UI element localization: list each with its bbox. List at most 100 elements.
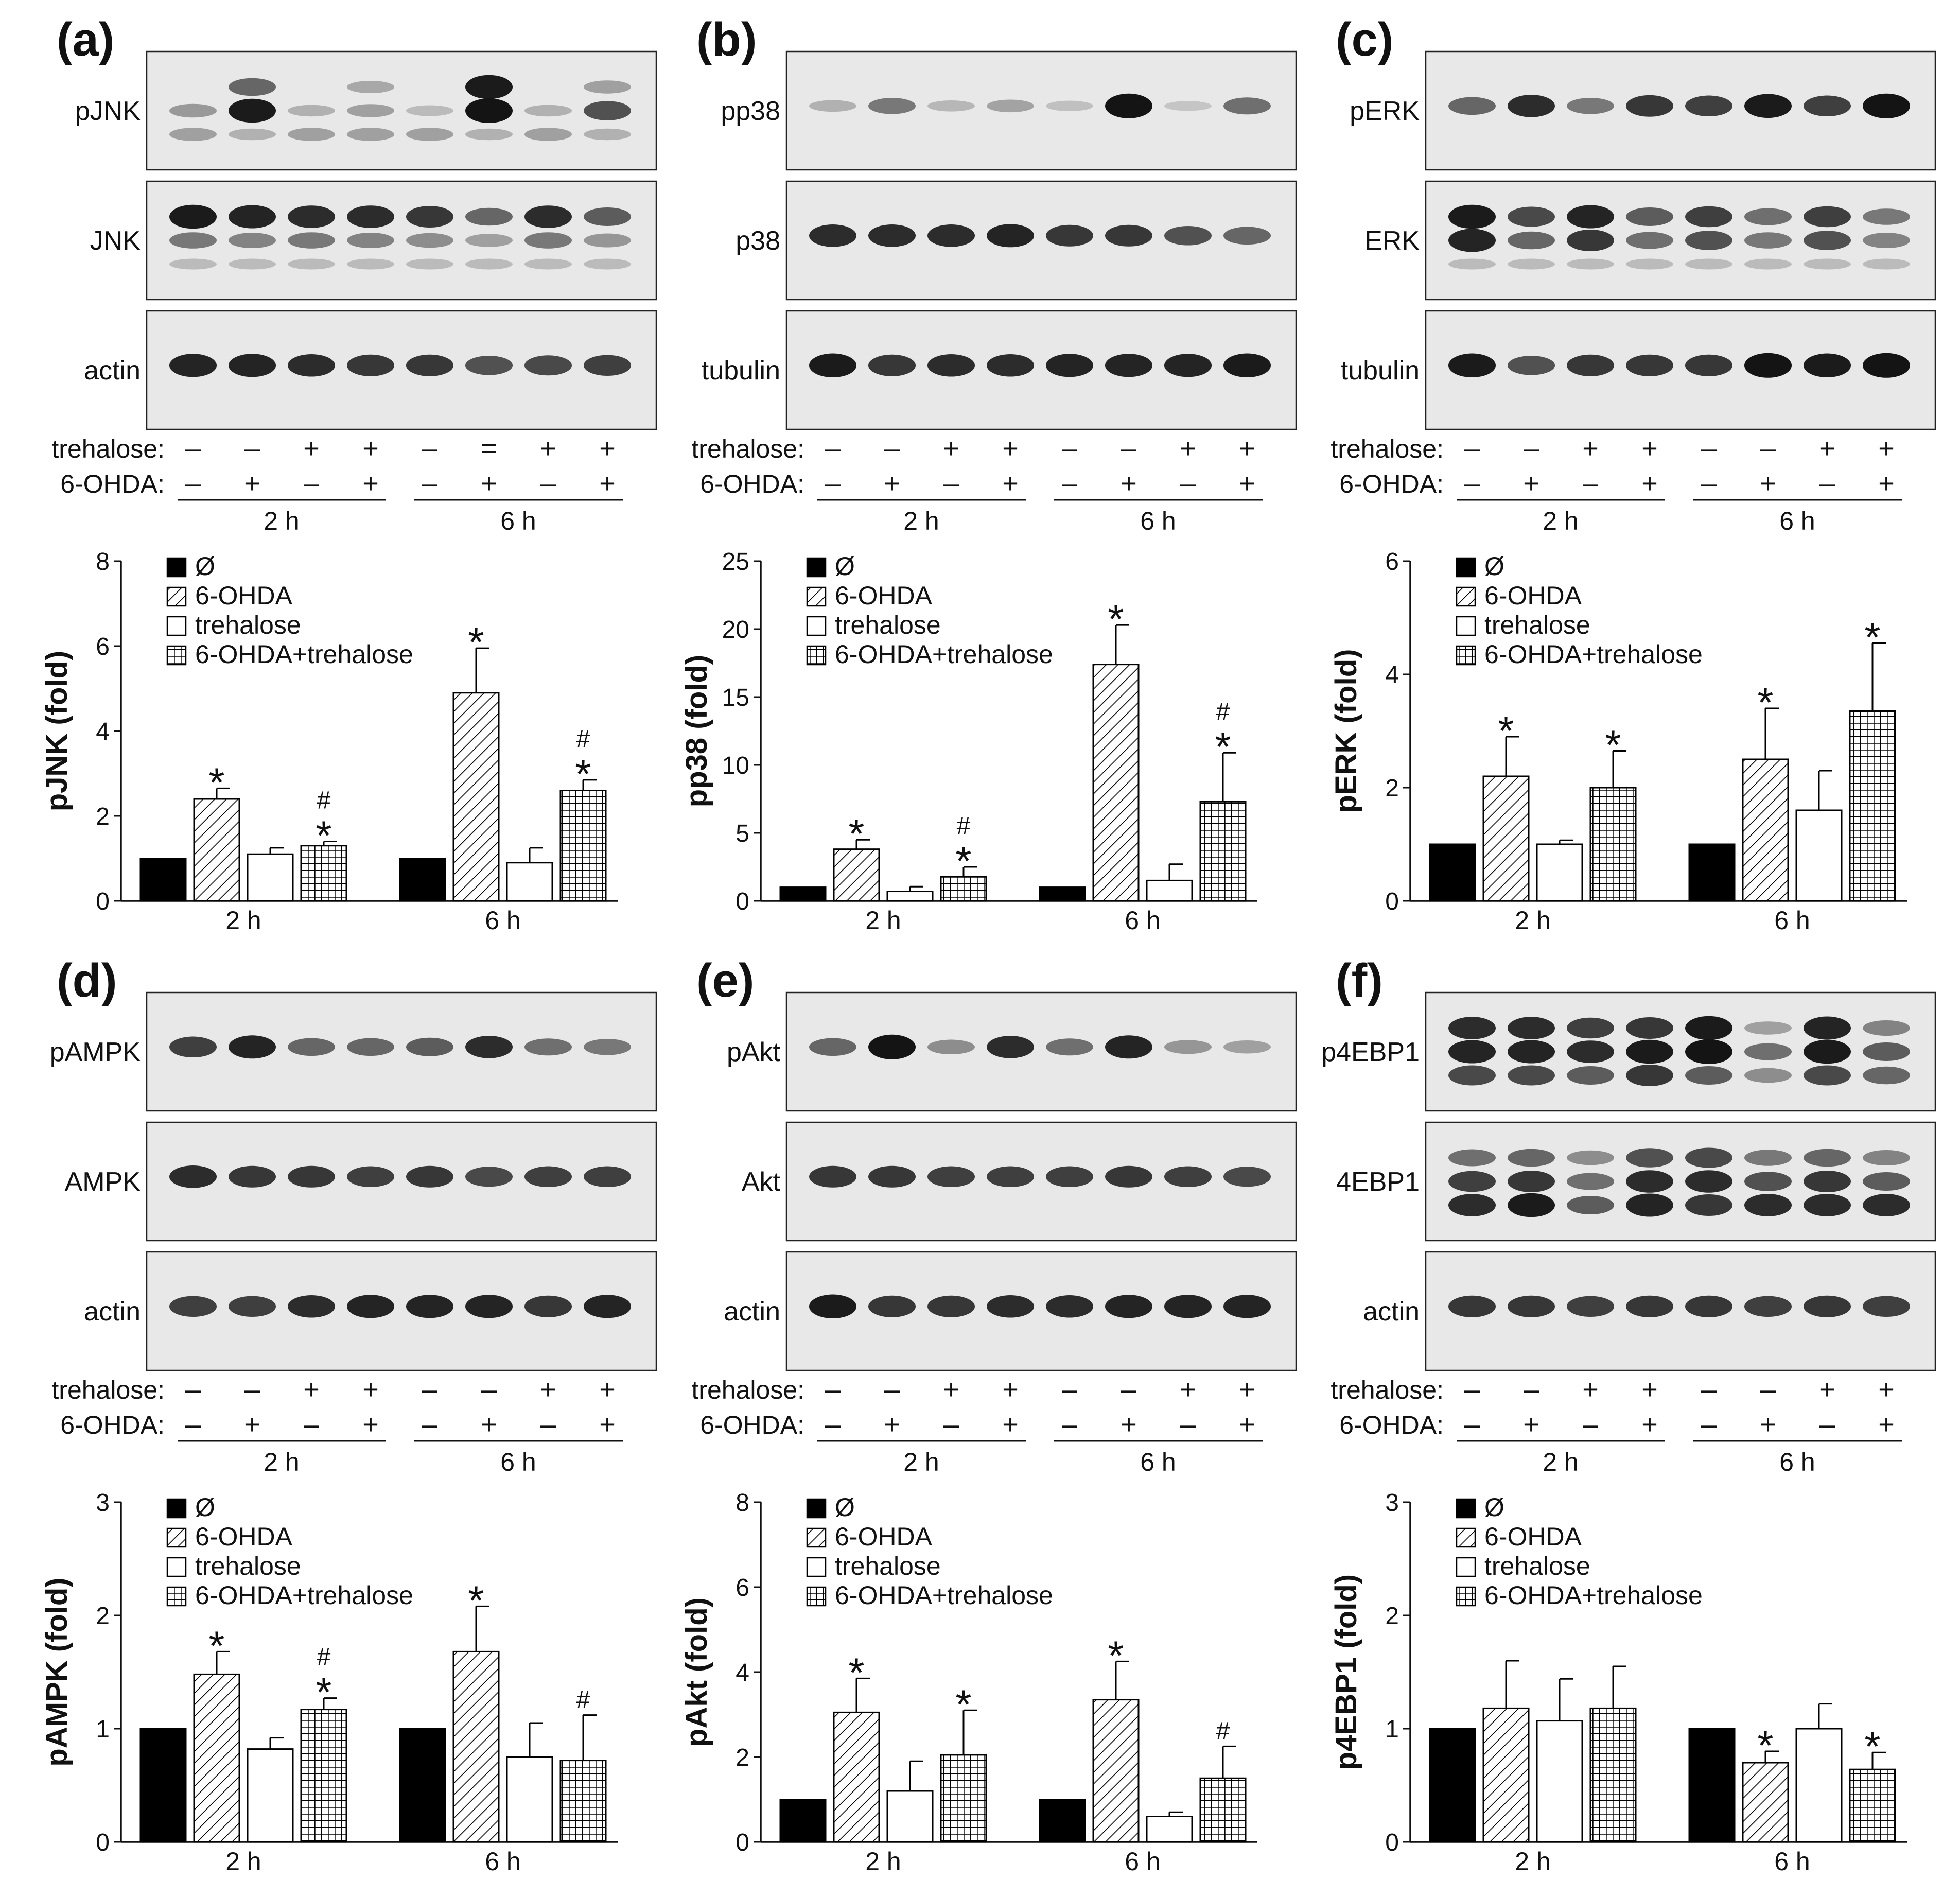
blot-band (1508, 258, 1555, 270)
trehalose-sign: – (1701, 1374, 1717, 1405)
blot-band (1448, 1065, 1496, 1086)
significance-hash: # (957, 812, 971, 840)
bar-trehalose-6h (1795, 1728, 1843, 1843)
blot-band (347, 233, 394, 248)
trehalose-sign: + (303, 433, 320, 464)
bar-6-ohda-trehalose-2h (1589, 1707, 1637, 1843)
blot-band (1448, 97, 1496, 115)
blot-label: Akt (742, 1167, 781, 1197)
blot-band (406, 233, 453, 248)
blot-band (1863, 1042, 1910, 1061)
blot-band (288, 1038, 335, 1056)
blot-band (1744, 94, 1792, 118)
blot-band (347, 104, 394, 117)
bar-chart: 0 2 4 6 8 pAkt (fold) * * 2 h * #6 h Ø6-OHDAtrehalo… (680, 1489, 1257, 1876)
ohda-sign: + (1121, 1409, 1137, 1440)
blot-band (1744, 232, 1792, 249)
blot-band (1626, 95, 1673, 117)
blot-band (1508, 356, 1555, 375)
bar-trehalose-6h (1146, 1816, 1193, 1843)
y-tick-label: 4 (96, 718, 110, 745)
bar-6-ohda-6h (1742, 1762, 1789, 1843)
trehalose-sign: + (540, 433, 556, 464)
blot-frame (1425, 50, 1936, 171)
blot-band (927, 1295, 975, 1317)
bar-6-ohda-trehalose-2h (300, 845, 347, 902)
blot-band (1105, 224, 1152, 247)
trehalose-sign: + (599, 1374, 616, 1405)
blot-label: pERK (1350, 96, 1420, 126)
blot-band (524, 105, 572, 117)
blot-actin: actin (1363, 1251, 1936, 1371)
blot-band (406, 128, 453, 141)
blot-band (584, 1166, 631, 1188)
blot-label: pAMPK (50, 1037, 141, 1067)
blot-band (1105, 1165, 1152, 1188)
blot-band (524, 128, 572, 141)
blot-band (1626, 1065, 1673, 1086)
blot-band (1508, 1193, 1555, 1217)
bar-6-ohda-trehalose-6h (559, 790, 607, 902)
ohda-label: 6-OHDA: (60, 1411, 165, 1439)
blot-band (1744, 1068, 1792, 1083)
ohda-sign: + (1523, 468, 1539, 499)
y-tick-label: 4 (1385, 662, 1399, 689)
x-tick-label: 2 h (1515, 906, 1551, 935)
y-axis-title: pAkt (fold) (680, 1597, 713, 1747)
blot-band (1448, 258, 1496, 270)
blot-band (987, 224, 1034, 248)
ohda-sign: – (1180, 468, 1196, 499)
significance-asterisk: * (955, 838, 971, 884)
blot-band (465, 258, 513, 270)
legend-label: 6-OHDA+trehalose (835, 640, 1053, 669)
bar-trehalose-2h (247, 1748, 294, 1843)
blot-band (1626, 354, 1673, 376)
ohda-sign: + (1002, 468, 1019, 499)
ohda-sign: + (884, 468, 900, 499)
blot-band (1804, 353, 1851, 378)
significance-asterisk: * (468, 1577, 484, 1623)
ohda-sign: – (1819, 1409, 1835, 1440)
legend-label: 6-OHDA (195, 1522, 293, 1551)
bar-6-ohda-trehalose-2h (940, 1754, 987, 1843)
blot-band (1626, 1039, 1673, 1064)
ohda-sign: – (185, 468, 201, 499)
blot-frame (146, 991, 657, 1112)
legend-label: 6-OHDA+trehalose (195, 1581, 413, 1610)
legend-swatch (166, 1557, 187, 1577)
significance-asterisk: * (1757, 1723, 1773, 1768)
blot-band (1105, 1295, 1152, 1318)
blot-band (465, 356, 513, 375)
blot-label: pAkt (727, 1037, 781, 1067)
trehalose-label: trehalose: (1331, 1376, 1444, 1404)
blot-band (1164, 101, 1212, 111)
blot-band (169, 1036, 217, 1058)
ohda-sign: – (185, 1409, 201, 1440)
y-tick-label: 3 (1385, 1489, 1399, 1517)
x-tick-label: 6 h (485, 1847, 521, 1876)
trehalose-sign: + (943, 1374, 959, 1405)
bar--2h (1429, 843, 1476, 902)
blot-band (927, 1039, 975, 1055)
blot-band (1804, 1171, 1851, 1192)
y-tick-label: 0 (1385, 1829, 1399, 1856)
blot-band (229, 1296, 276, 1317)
trehalose-sign: – (422, 433, 437, 464)
blot-band (465, 75, 513, 99)
panel-letter: (b) (696, 13, 757, 66)
blot-band (1567, 1173, 1614, 1190)
blot-band (1804, 1295, 1851, 1317)
blot-label: actin (84, 356, 141, 386)
blot-frame (146, 1121, 657, 1242)
blot-band (1223, 1295, 1271, 1318)
bar-trehalose-2h (886, 891, 934, 902)
blot-band (406, 258, 453, 270)
y-tick-label: 0 (736, 888, 749, 915)
ohda-sign: + (1002, 1409, 1019, 1440)
legend-label: 6-OHDA+trehalose (195, 640, 413, 669)
bar-6-ohda-2h (1482, 1707, 1530, 1843)
blot-band (1685, 1295, 1732, 1317)
x-tick-label: 6 h (1125, 906, 1161, 935)
